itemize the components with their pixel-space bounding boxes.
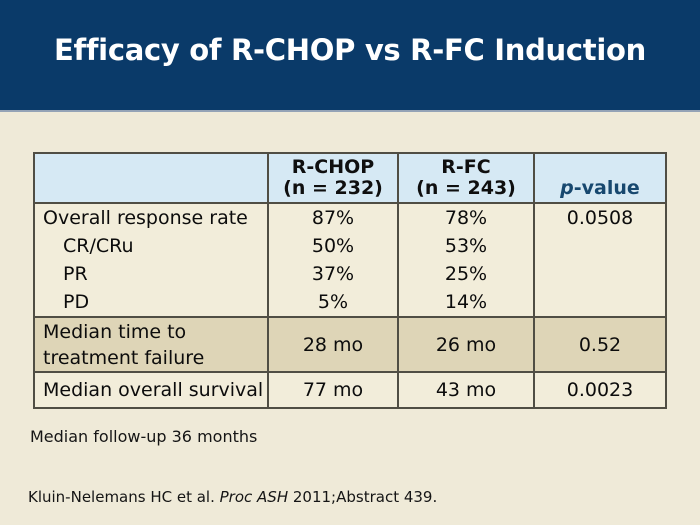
results-table: R-CHOP (n = 232) R-FC (n = 243) p-value …: [33, 152, 667, 409]
cell-rchop-value: 28 mo: [267, 318, 397, 371]
cell-rfc-value: 53%: [397, 232, 533, 260]
citation: Kluin-Nelemans HC et al. Proc ASH 2011;A…: [28, 488, 437, 506]
header-cell-rchop: R-CHOP (n = 232): [267, 154, 397, 202]
header-cell-empty: [35, 154, 267, 202]
rchop-n-label: (n = 232): [283, 177, 383, 199]
table-row-pd: PD 5% 14%: [35, 288, 665, 316]
p-value-label: p-value: [560, 177, 640, 199]
row-label: CR/CRu: [63, 235, 134, 257]
citation-authors: Kluin-Nelemans HC et al.: [28, 488, 220, 506]
rchop-arm-label: R-CHOP: [291, 156, 375, 178]
row-label: PR: [63, 263, 88, 285]
title-band: Efficacy of R-CHOP vs R-FC Induction: [0, 0, 700, 112]
header-cell-rfc: R-FC (n = 243): [397, 154, 533, 202]
rfc-arm-label: R-FC: [441, 156, 491, 178]
citation-ref: 2011;Abstract 439.: [288, 488, 438, 506]
cell-rchop-value: 50%: [267, 232, 397, 260]
header-cell-pvalue: p-value: [533, 154, 665, 202]
table-row-cr-cru: CR/CRu 50% 53%: [35, 232, 665, 260]
cell-pvalue: 0.52: [533, 318, 665, 371]
cell-pvalue: [533, 288, 665, 316]
cell-pvalue: 0.0023: [533, 373, 665, 407]
row-label: Median time to treatment failure: [43, 321, 205, 369]
table-row-time-to-failure: Median time to treatment failure 28 mo 2…: [35, 316, 665, 373]
cell-rchop-value: 5%: [267, 288, 397, 316]
cell-rfc-value: 25%: [397, 260, 533, 288]
cell-rchop-value: 37%: [267, 260, 397, 288]
table-header-row: R-CHOP (n = 232) R-FC (n = 243) p-value: [35, 154, 665, 204]
cell-rfc-value: 43 mo: [397, 373, 533, 407]
follow-up-footnote: Median follow-up 36 months: [30, 427, 258, 446]
cell-rfc-value: 14%: [397, 288, 533, 316]
row-label: Overall response rate: [43, 207, 248, 229]
cell-rchop-value: 77 mo: [267, 373, 397, 407]
cell-pvalue: [533, 232, 665, 260]
row-label: Median overall survival: [43, 379, 264, 401]
cell-rchop-value: 87%: [267, 204, 397, 232]
row-label: PD: [63, 291, 90, 313]
cell-rfc-value: 26 mo: [397, 318, 533, 371]
table-row-overall-survival: Median overall survival 77 mo 43 mo 0.00…: [35, 373, 665, 407]
rfc-n-label: (n = 243): [416, 177, 516, 199]
table-row-pr: PR 37% 25%: [35, 260, 665, 288]
table-row-overall-response: Overall response rate 87% 78% 0.0508: [35, 204, 665, 232]
slide-title: Efficacy of R-CHOP vs R-FC Induction: [54, 33, 646, 67]
citation-journal: Proc ASH: [219, 488, 289, 506]
cell-pvalue: 0.0508: [533, 204, 665, 232]
cell-pvalue: [533, 260, 665, 288]
cell-rfc-value: 78%: [397, 204, 533, 232]
